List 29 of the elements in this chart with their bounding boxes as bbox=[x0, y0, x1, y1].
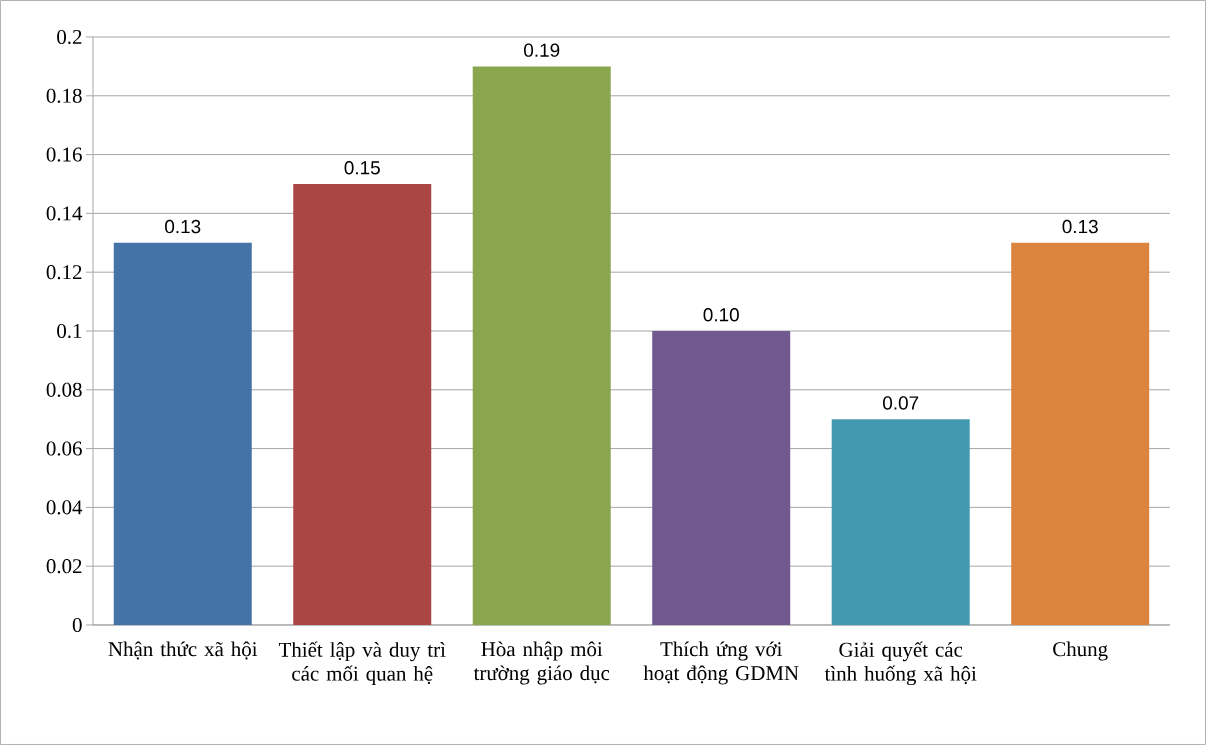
y-tick-label: 0.14 bbox=[46, 206, 83, 221]
bar bbox=[831, 419, 970, 625]
y-tick-label: 0 bbox=[72, 617, 82, 633]
bar bbox=[1011, 242, 1150, 625]
y-tick-label: 0.08 bbox=[46, 382, 82, 397]
y-tick-label: 0.16 bbox=[46, 147, 82, 162]
y-tick-label: 0.18 bbox=[46, 88, 82, 103]
data-label: 0.13 bbox=[165, 219, 201, 234]
y-tick-label: 0.12 bbox=[46, 265, 82, 280]
x-tick-label: Nhận thức xã hội bbox=[108, 641, 258, 660]
x-tick-label: Thiết lập và duy trì các mối quan hệ bbox=[278, 641, 446, 686]
data-label: 0.07 bbox=[883, 396, 919, 410]
bar bbox=[113, 242, 252, 625]
y-tick-label: 0.06 bbox=[46, 441, 82, 456]
x-tick-label: Chung bbox=[1053, 641, 1108, 661]
data-label: 0.13 bbox=[1062, 219, 1098, 234]
data-label: 0.15 bbox=[344, 161, 380, 175]
bar bbox=[652, 330, 791, 625]
data-label: 0.10 bbox=[703, 308, 739, 322]
x-tick-label: Hòa nhập môi trường giáo dục bbox=[473, 641, 610, 685]
x-tick-label: Giải quyết các tình huống xã hội bbox=[824, 641, 977, 686]
bar bbox=[472, 66, 611, 625]
x-tick-label: Thích ứng với hoạt động GDMN bbox=[643, 641, 799, 685]
data-label: 0.19 bbox=[524, 43, 560, 57]
y-tick-label: 0.1 bbox=[57, 323, 82, 339]
y-tick-label: 0.04 bbox=[46, 500, 83, 515]
bar bbox=[293, 183, 432, 625]
y-tick-label: 0.2 bbox=[57, 29, 82, 45]
y-tick-label: 0.02 bbox=[46, 559, 82, 574]
